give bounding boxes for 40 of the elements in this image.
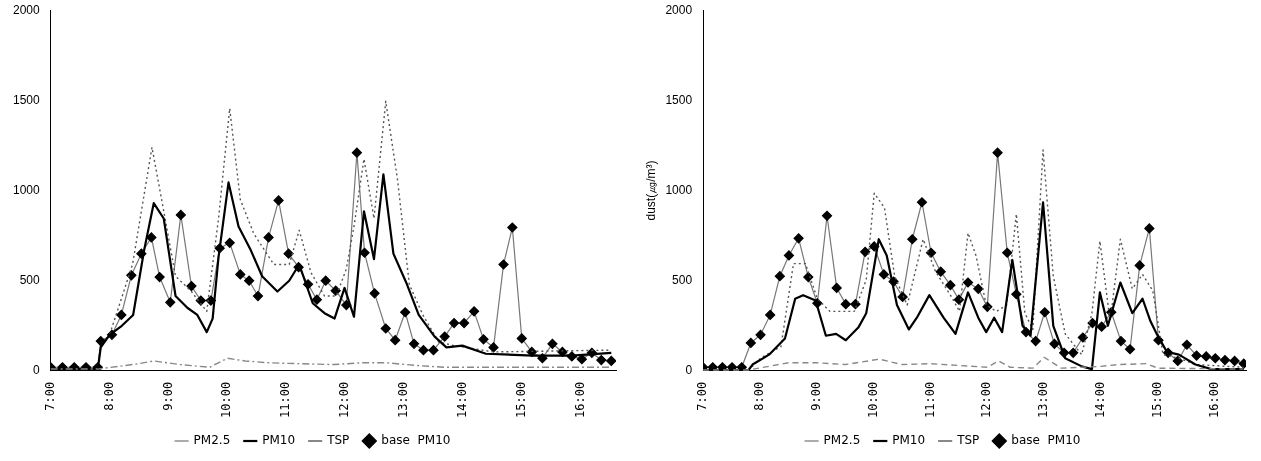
x-tick-label: 14:00 bbox=[1093, 381, 1108, 418]
x-tick-label: 7:00 bbox=[695, 381, 710, 411]
legend-label: PM10 bbox=[262, 433, 296, 448]
y-tick-label: 500 bbox=[19, 273, 41, 288]
y-tick-label: 500 bbox=[672, 273, 693, 288]
y-tick-label: 1500 bbox=[665, 92, 693, 107]
x-tick-label: 14:00 bbox=[455, 381, 470, 418]
y-tick-label: 2000 bbox=[12, 2, 41, 17]
legend-label: base PM10 bbox=[1011, 433, 1081, 448]
x-tick-label: 8:00 bbox=[752, 381, 767, 411]
x-tick-label: 10:00 bbox=[219, 381, 234, 418]
y-tick-label: 2000 bbox=[665, 2, 693, 17]
line-series bbox=[703, 356, 1244, 371]
x-tick-label: 8:00 bbox=[101, 381, 116, 411]
y-tick-label: 0 bbox=[33, 363, 41, 378]
legend-label: TSP bbox=[956, 433, 980, 448]
x-tick-label: 13:00 bbox=[396, 381, 411, 418]
x-tick-label: 11:00 bbox=[922, 381, 937, 418]
legend-label: base PM10 bbox=[381, 433, 451, 448]
x-tick-label: 11:00 bbox=[278, 381, 293, 418]
y-tick-label: 1500 bbox=[12, 92, 41, 107]
y-tick-label: 1000 bbox=[665, 182, 693, 197]
x-tick-label: 7:00 bbox=[42, 381, 57, 411]
x-tick-label: 12:00 bbox=[979, 381, 994, 418]
x-tick-label: 13:00 bbox=[1036, 381, 1051, 418]
legend-label: PM2.5 bbox=[823, 433, 861, 448]
x-tick-label: 9:00 bbox=[160, 381, 175, 411]
y-axis-title: dust(㎍/m³) bbox=[643, 160, 658, 221]
y-tick-label: 1000 bbox=[12, 182, 41, 197]
x-tick-label: 15:00 bbox=[513, 381, 528, 418]
x-tick-label: 9:00 bbox=[808, 381, 823, 411]
legend-label: TSP bbox=[326, 433, 350, 448]
legend-label: PM10 bbox=[892, 433, 926, 448]
legend-label: PM2.5 bbox=[193, 433, 231, 448]
x-tick-label: 16:00 bbox=[572, 381, 587, 418]
x-tick-label: 16:00 bbox=[1206, 381, 1221, 418]
x-tick-label: 12:00 bbox=[337, 381, 352, 418]
y-tick-label: 0 bbox=[685, 363, 693, 378]
x-tick-label: 15:00 bbox=[1150, 381, 1165, 418]
x-tick-label: 10:00 bbox=[865, 381, 880, 418]
